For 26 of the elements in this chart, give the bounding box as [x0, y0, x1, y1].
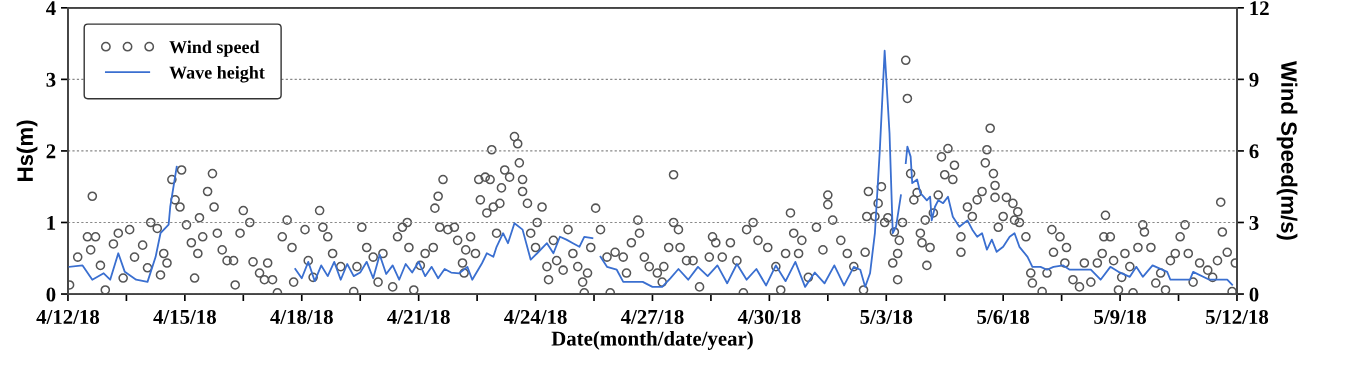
- x-tick-label: 4/12/18: [36, 309, 100, 324]
- x-tick-label: 4/27/18: [620, 309, 684, 324]
- y2-tick-label: 9: [1249, 72, 1259, 87]
- x-tick-label: 4/15/18: [153, 309, 216, 324]
- x-tick-label: 4/24/18: [504, 309, 567, 324]
- y-axis-title: Hs(m): [16, 120, 38, 181]
- x-tick-label: 4/21/18: [387, 309, 450, 324]
- x-tick-label: 5/3/18: [860, 309, 913, 324]
- y2-tick-label: 3: [1249, 215, 1259, 230]
- y-tick-label: 4: [46, 1, 56, 16]
- y-tick-label: 2: [46, 144, 56, 159]
- legend-label: Wave height: [169, 65, 265, 83]
- y2-tick-label: 0: [1249, 287, 1259, 302]
- y2-tick-label: 12: [1250, 1, 1269, 16]
- y-tick-label: 3: [46, 72, 56, 87]
- y2-tick-label: 6: [1249, 144, 1259, 159]
- y2-axis-title: Wind Speed(m/s): [1276, 60, 1298, 240]
- legend-label: Wind speed: [169, 40, 260, 57]
- x-tick-label: 5/12/18: [1205, 309, 1269, 324]
- y-tick-label: 0: [46, 287, 56, 302]
- x-tick-label: 5/6/18: [977, 309, 1030, 324]
- x-tick-label: 4/18/18: [270, 309, 333, 324]
- x-tick-label: 5/9/18: [1094, 309, 1147, 324]
- y-tick-label: 1: [47, 215, 56, 230]
- x-axis-title: Date(month/date/year): [551, 330, 753, 350]
- x-tick-label: 4/30/18: [737, 309, 801, 324]
